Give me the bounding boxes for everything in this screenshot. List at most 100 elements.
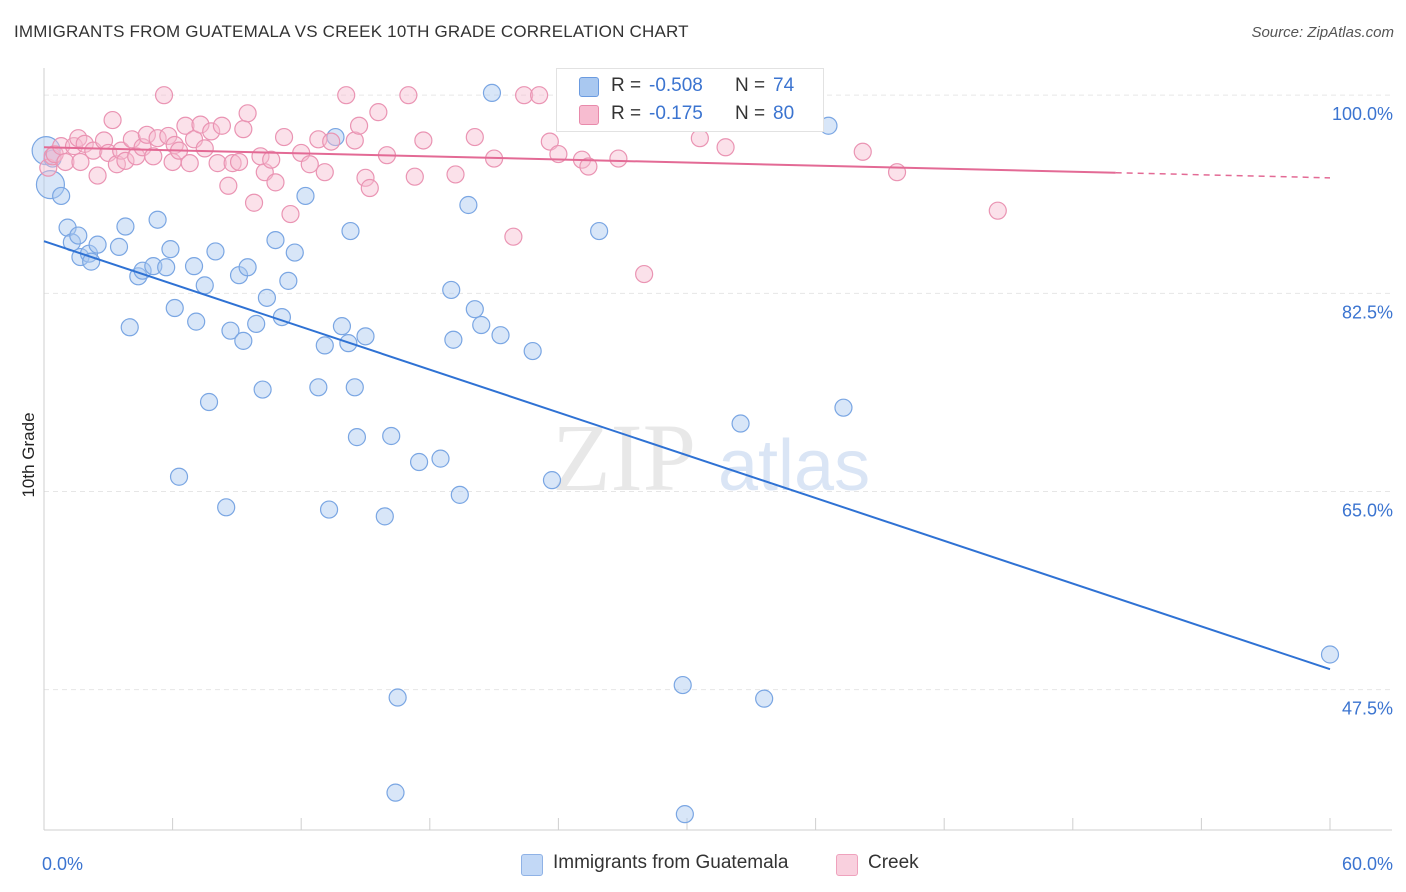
creek-trend-extension — [1115, 171, 1331, 179]
stats-legend: R = -0.508 N = 74 R = -0.175 N = 80 — [556, 68, 824, 132]
y-tick-label-0: 100.0% — [1332, 104, 1393, 124]
guatemala-trend-line — [43, 240, 1331, 671]
creek-point-4 — [56, 152, 75, 172]
guatemala-point-18 — [157, 258, 176, 277]
guatemala-point-71 — [731, 414, 750, 433]
creek-point-75 — [690, 129, 709, 148]
creek-point-67 — [515, 86, 534, 105]
creek-point-47 — [281, 204, 300, 224]
guatemala-point-75 — [1320, 645, 1340, 664]
creek-point-53 — [337, 86, 356, 105]
guatemala-point-32 — [247, 314, 266, 333]
creek-point-58 — [369, 103, 388, 122]
guatemala-point-21 — [184, 257, 204, 276]
creek-point-66 — [504, 227, 523, 246]
legend-swatch-guatemala — [579, 77, 599, 97]
guatemala-point-69 — [673, 675, 692, 695]
creek-point-22 — [148, 129, 167, 148]
creek-point-72 — [579, 157, 598, 176]
creek-point-77 — [853, 142, 872, 161]
creek-point-78 — [887, 163, 907, 182]
legend-swatch-creek — [579, 105, 599, 125]
creek-point-33 — [202, 122, 221, 141]
guatemala-point-40 — [309, 378, 328, 397]
creek-point-73 — [609, 149, 628, 168]
creek-point-13 — [103, 110, 122, 130]
legend-label-creek: Creek — [868, 852, 919, 873]
x-tick-label-1: 60.0% — [1342, 854, 1393, 874]
creek-point-46 — [274, 127, 294, 147]
guatemala-point-39 — [296, 186, 315, 206]
legend-n-label: N = — [735, 75, 766, 96]
guatemala-point-44 — [332, 317, 352, 336]
legend-r-value: -0.508 — [649, 75, 703, 96]
creek-point-40 — [238, 104, 257, 123]
guatemala-point-6 — [69, 226, 88, 245]
guatemala-point-53 — [375, 507, 394, 526]
creek-point-62 — [414, 131, 433, 150]
x-tick-label-0: 0.0% — [42, 854, 83, 874]
creek-point-32 — [195, 139, 214, 158]
legend-swatch-guatemala — [521, 854, 543, 876]
creek-point-60 — [399, 86, 418, 105]
axes — [43, 68, 1392, 831]
y-tick-label-3: 47.5% — [1342, 699, 1393, 719]
guatemala-point-64 — [523, 341, 542, 361]
creek-point-38 — [229, 152, 249, 172]
guatemala-point-72 — [755, 689, 774, 708]
legend-n-label: N = — [735, 103, 766, 124]
source-label: Source: ZipAtlas.com — [1251, 24, 1394, 41]
series-creek — [39, 86, 1007, 284]
guatemala-point-41 — [315, 336, 334, 355]
guatemala-point-37 — [279, 271, 298, 290]
creek-point-74 — [635, 264, 654, 284]
creek-point-41 — [244, 193, 264, 212]
creek-point-21 — [144, 147, 163, 166]
guatemala-point-28 — [221, 321, 240, 340]
series-legend: Immigrants from Guatemala Creek — [0, 852, 1406, 878]
creek-point-57 — [360, 178, 379, 198]
guatemala-point-26 — [206, 242, 225, 261]
legend-n-value: 74 — [773, 75, 795, 96]
guatemala-point-3 — [52, 186, 71, 206]
creek-point-29 — [180, 154, 199, 173]
creek-point-35 — [212, 116, 231, 135]
creek-point-28 — [176, 116, 195, 135]
guatemala-point-74 — [834, 398, 853, 417]
guatemala-point-61 — [472, 315, 491, 335]
legend-r-value: -0.175 — [649, 103, 703, 124]
guatemala-point-31 — [238, 258, 257, 277]
gridlines — [44, 94, 1392, 691]
guatemala-point-33 — [253, 380, 272, 399]
series-guatemala — [31, 83, 1340, 824]
guatemala-point-60 — [465, 300, 484, 319]
guatemala-point-1 — [35, 170, 66, 200]
guatemala-point-22 — [187, 312, 206, 331]
guatemala-point-9 — [88, 235, 107, 254]
legend-label-guatemala: Immigrants from Guatemala — [553, 852, 789, 873]
guatemala-point-27 — [217, 498, 236, 517]
creek-trend-line — [43, 146, 1116, 174]
guatemala-point-12 — [116, 217, 135, 236]
guatemala-point-30 — [234, 331, 253, 350]
creek-point-36 — [219, 176, 238, 195]
y-tick-labels: 100.0% 82.5% 65.0% 47.5% — [1332, 104, 1393, 718]
chart-title: IMMIGRANTS FROM GUATEMALA VS CREEK 10TH … — [14, 22, 689, 41]
creek-point-24 — [159, 126, 178, 146]
guatemala-point-52 — [386, 783, 405, 802]
creek-point-45 — [266, 173, 285, 192]
creek-point-20 — [137, 125, 156, 144]
creek-point-63 — [446, 165, 465, 184]
guatemala-point-25 — [169, 467, 189, 486]
guatemala-point-48 — [347, 428, 367, 447]
creek-point-37 — [223, 154, 242, 173]
guatemala-point-24 — [199, 392, 219, 412]
guatemala-point-68 — [590, 221, 609, 241]
legend-n-value: 80 — [773, 103, 795, 124]
guatemala-point-11 — [109, 237, 129, 256]
y-tick-label-1: 82.5% — [1342, 302, 1393, 322]
guatemala-point-34 — [257, 288, 277, 307]
creek-point-54 — [345, 131, 364, 150]
creek-point-34 — [208, 154, 227, 173]
creek-point-31 — [191, 115, 210, 134]
